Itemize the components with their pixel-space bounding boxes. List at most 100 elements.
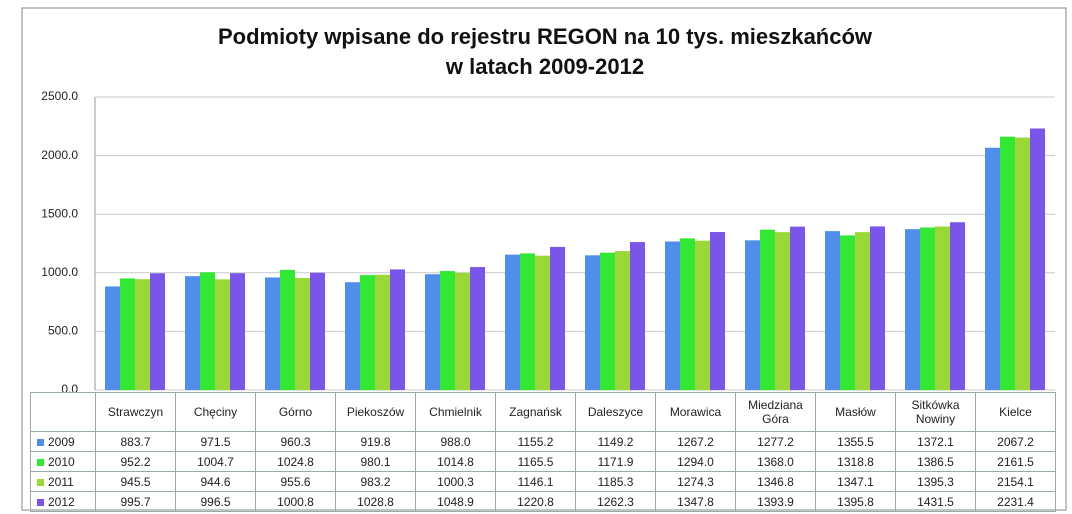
table-value: 952.2 [95, 451, 176, 472]
table-value: 1171.9 [575, 451, 656, 472]
bar [520, 253, 535, 390]
bar [585, 255, 600, 390]
bar [775, 232, 790, 390]
legend-entry: 2012 [30, 491, 96, 512]
y-tick-label: 1000.0 [41, 265, 78, 279]
bar [470, 267, 485, 390]
table-value: 1014.8 [415, 451, 496, 472]
bar [680, 238, 695, 390]
bar [265, 277, 280, 390]
table-value: 1024.8 [255, 451, 336, 472]
legend-key [37, 438, 44, 446]
table-row: 2012 995.7 996.5 1000.8 1028.8 1048.9 1220.8 12… [30, 491, 1056, 512]
legend-key [37, 498, 44, 506]
bar [200, 272, 215, 390]
bar [790, 226, 805, 390]
bar [905, 229, 920, 390]
table-value: 980.1 [335, 451, 416, 472]
legend-key [37, 478, 44, 486]
table-value: 1155.2 [495, 431, 576, 452]
bar [1015, 137, 1030, 390]
bar [855, 232, 870, 390]
bar [230, 273, 245, 390]
bar [310, 272, 325, 390]
bar [985, 147, 1000, 390]
bar [630, 242, 645, 390]
table-value: 971.5 [175, 431, 256, 452]
table-value: 883.7 [95, 431, 176, 452]
bar [840, 235, 855, 390]
table-value: 2154.1 [975, 471, 1056, 492]
table-value: 919.8 [335, 431, 416, 452]
legend-label: 2009 [48, 434, 75, 449]
bar [345, 282, 360, 390]
table-value: 960.3 [255, 431, 336, 452]
x-tick-label: Miedziana Góra [735, 392, 816, 432]
table-row: 2010 952.2 1004.7 1024.8 980.1 1014.8 1165.5 11… [30, 451, 1056, 472]
x-tick-label: Morawica [655, 392, 736, 432]
x-tick-label: Piekoszów [335, 392, 416, 432]
legend-entry: 2009 [30, 431, 96, 452]
bar [870, 226, 885, 390]
x-tick-label: Kielce [975, 392, 1056, 432]
bar [950, 222, 965, 390]
legend-entry: 2011 [30, 471, 96, 492]
bar [295, 278, 310, 390]
legend-label: 2012 [48, 494, 75, 509]
bar [505, 254, 520, 390]
table-value: 1165.5 [495, 451, 576, 472]
legend-label: 2010 [48, 454, 75, 469]
x-tick-label: Zagnańsk [495, 392, 576, 432]
x-tick-label: Daleszyce [575, 392, 656, 432]
bar [1030, 128, 1045, 390]
y-tick-label: 1500.0 [41, 206, 78, 220]
table-value: 1262.3 [575, 491, 656, 512]
table-value: 1294.0 [655, 451, 736, 472]
table-value: 1347.1 [815, 471, 896, 492]
table-value: 1149.2 [575, 431, 656, 452]
bar [920, 227, 935, 390]
table-value: 1395.8 [815, 491, 896, 512]
table-value: 1277.2 [735, 431, 816, 452]
table-value: 1368.0 [735, 451, 816, 472]
bar [550, 246, 565, 390]
table-value: 996.5 [175, 491, 256, 512]
chart-title: w latach 2009-2012 [445, 54, 644, 79]
table-value: 2161.5 [975, 451, 1056, 472]
x-tick-label: Chmielnik [415, 392, 496, 432]
x-tick-label: Górno [255, 392, 336, 432]
table-value: 1048.9 [415, 491, 496, 512]
table-value: 1386.5 [895, 451, 976, 472]
bar [745, 240, 760, 390]
bar [120, 278, 135, 390]
table-value: 1185.3 [575, 471, 656, 492]
y-tick-label: 2000.0 [41, 148, 78, 162]
bar [135, 279, 150, 390]
data-table: Strawczyn Chęciny Górno Piekoszów Chmielnik Z… [30, 392, 1056, 512]
table-value: 1000.3 [415, 471, 496, 492]
table-value: 1347.8 [655, 491, 736, 512]
bar [615, 251, 630, 390]
table-value: 1004.7 [175, 451, 256, 472]
table-value: 1267.2 [655, 431, 736, 452]
table-value: 945.5 [95, 471, 176, 492]
bar [695, 240, 710, 390]
bar [215, 279, 230, 390]
table-value: 1346.8 [735, 471, 816, 492]
bar [440, 271, 455, 390]
table-value: 1431.5 [895, 491, 976, 512]
bar [1000, 136, 1015, 390]
table-value: 1220.8 [495, 491, 576, 512]
chart-title: Podmioty wpisane do rejestru REGON na 10… [218, 24, 873, 49]
bar [280, 269, 295, 390]
table-value: 1146.1 [495, 471, 576, 492]
bar [600, 252, 615, 390]
legend-key [37, 458, 44, 466]
corner-cell [30, 392, 96, 432]
bar [535, 255, 550, 390]
bar [150, 273, 165, 390]
x-tick-label: Strawczyn [95, 392, 176, 432]
table-value: 944.6 [175, 471, 256, 492]
